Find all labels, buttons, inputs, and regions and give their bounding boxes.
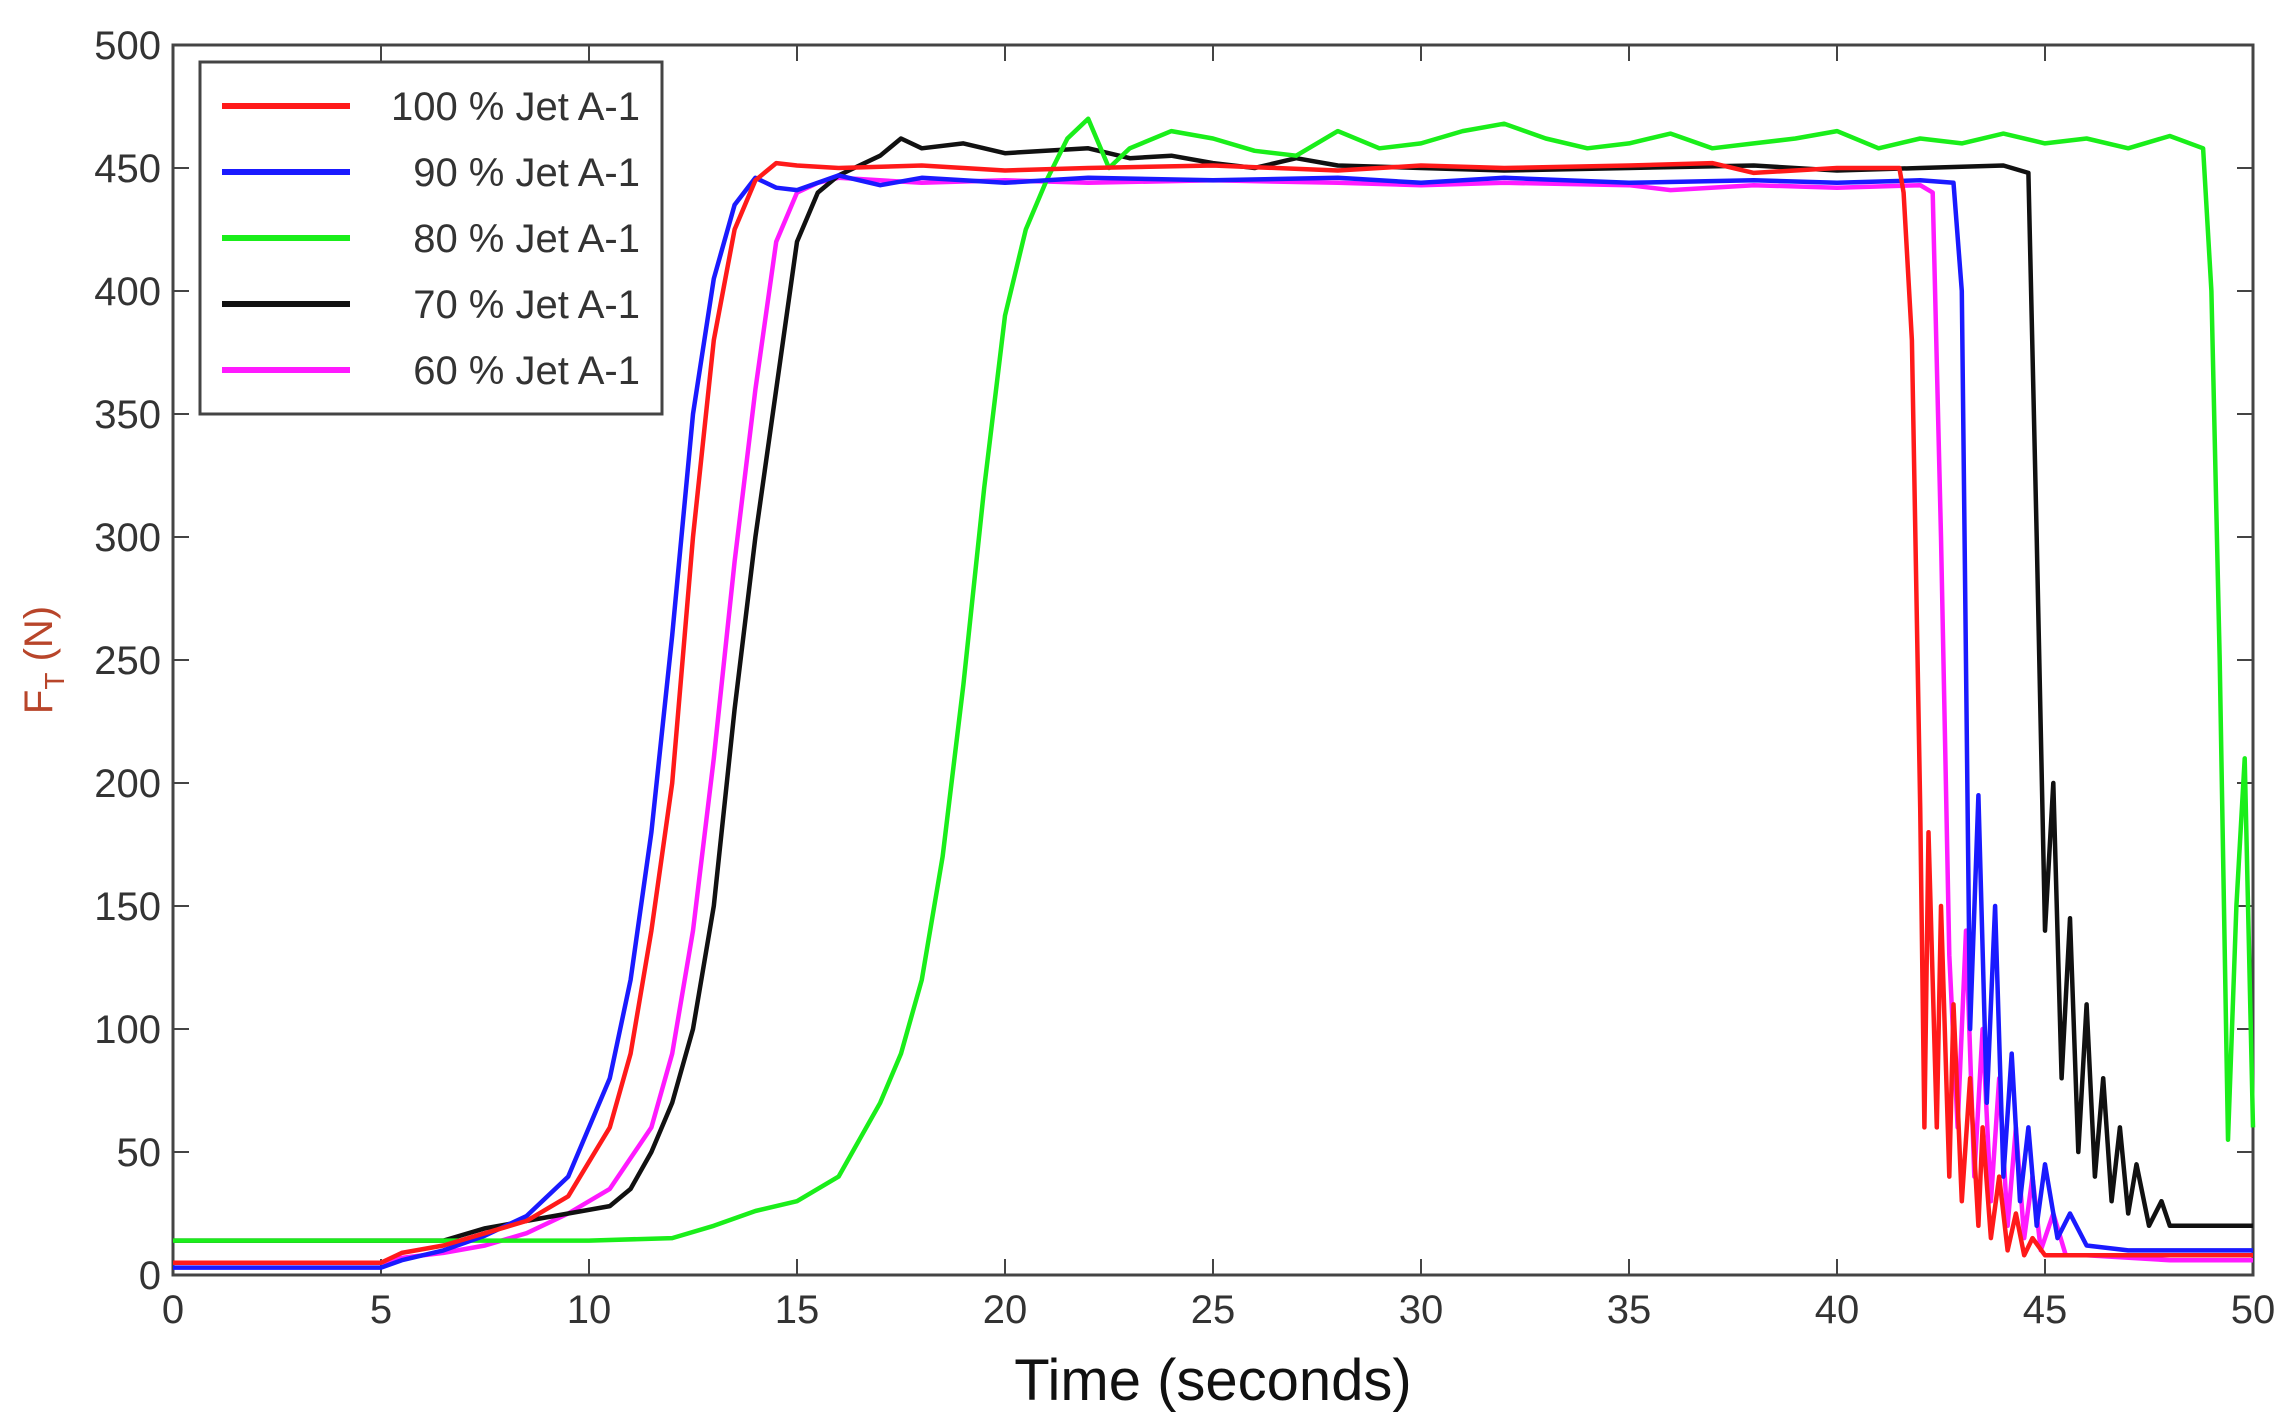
- series-layer: [173, 116, 2256, 1270]
- y-tick-label: 350: [94, 393, 161, 437]
- series-line: [173, 160, 2253, 1265]
- series-line: [173, 116, 2256, 1243]
- x-axis-ticks: 0 5 10 15 20 25 30 35 40 45 50: [162, 45, 2275, 1332]
- y-axis-label-unit: (N): [17, 606, 61, 673]
- x-tick-label: 15: [775, 1288, 820, 1332]
- y-tick-label: 50: [117, 1131, 162, 1175]
- x-tick-label: 30: [1399, 1288, 1444, 1332]
- legend-label: 70 % Jet A-1: [413, 283, 640, 327]
- y-tick-label: 0: [139, 1254, 161, 1298]
- y-tick-label: 150: [94, 885, 161, 929]
- legend-label: 90 % Jet A-1: [413, 151, 640, 195]
- x-tick-label: 50: [2231, 1288, 2276, 1332]
- x-tick-label: 20: [983, 1288, 1028, 1332]
- x-tick-label: 40: [1815, 1288, 1860, 1332]
- x-tick-label: 25: [1191, 1288, 1236, 1332]
- series-line: [173, 136, 2253, 1243]
- y-axis-ticks: 0 50 100 150 200 250 300 350 400 450 500: [94, 24, 2253, 1298]
- x-axis-label: Time (seconds): [1014, 1348, 1412, 1413]
- legend-label: 100 % Jet A-1: [391, 85, 640, 129]
- x-tick-label: 45: [2023, 1288, 2068, 1332]
- y-tick-label: 400: [94, 270, 161, 314]
- y-tick-label: 450: [94, 147, 161, 191]
- series-line: [173, 173, 2253, 1270]
- x-tick-label: 5: [370, 1288, 392, 1332]
- y-tick-label: 300: [94, 516, 161, 560]
- y-tick-label: 250: [94, 639, 161, 683]
- x-tick-label: 0: [162, 1288, 184, 1332]
- y-axis-label: FT (N): [17, 606, 70, 714]
- y-tick-label: 200: [94, 762, 161, 806]
- y-axis-label-sub: T: [39, 673, 70, 690]
- legend-label: 80 % Jet A-1: [413, 217, 640, 261]
- y-tick-label: 100: [94, 1008, 161, 1052]
- x-tick-label: 10: [567, 1288, 612, 1332]
- y-axis-label-main: F: [17, 690, 61, 714]
- y-tick-label: 500: [94, 24, 161, 68]
- legend-label: 60 % Jet A-1: [413, 349, 640, 393]
- svg-text:FT (N): FT (N): [17, 606, 70, 714]
- legend: 100 % Jet A-1 90 % Jet A-1 80 % Jet A-1 70 …: [198, 60, 664, 416]
- x-tick-label: 35: [1607, 1288, 1652, 1332]
